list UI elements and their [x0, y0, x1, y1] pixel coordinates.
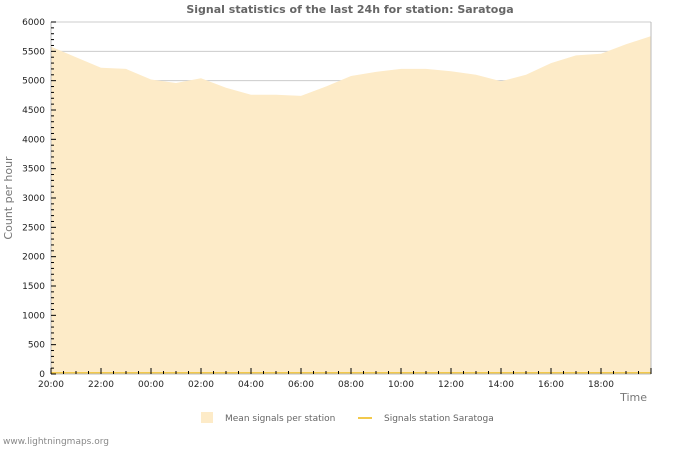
legend-label-mean: Mean signals per station: [225, 414, 335, 424]
svg-text:500: 500: [28, 341, 45, 351]
svg-text:22:00: 22:00: [88, 380, 114, 390]
svg-text:18:00: 18:00: [588, 380, 614, 390]
mean-signals-area: [51, 36, 651, 374]
chart-title: Signal statistics of the last 24h for st…: [186, 3, 514, 16]
svg-text:4000: 4000: [22, 135, 45, 145]
svg-text:2500: 2500: [22, 223, 45, 233]
svg-text:3500: 3500: [22, 165, 45, 175]
svg-text:1500: 1500: [22, 282, 45, 292]
footer-site-link[interactable]: www.lightningmaps.org: [3, 437, 109, 447]
x-axis-ticks: 20:00 22:00 00:00 02:00 04:00 06:00 08:00 10:00…: [38, 368, 652, 390]
legend-swatch-station: [358, 417, 372, 419]
svg-text:06:00: 06:00: [288, 380, 314, 390]
svg-text:00:00: 00:00: [138, 380, 164, 390]
svg-text:5500: 5500: [22, 47, 45, 57]
legend: Mean signals per station Signals station…: [201, 412, 494, 424]
svg-text:5000: 5000: [22, 77, 45, 87]
svg-text:2000: 2000: [22, 253, 45, 263]
y-axis-ticks: 0 500 1000 1500 2000 2500 3000 3500 4000 4500 5000…: [22, 18, 56, 380]
svg-text:10:00: 10:00: [388, 380, 414, 390]
svg-text:4500: 4500: [22, 106, 45, 116]
svg-text:04:00: 04:00: [238, 380, 264, 390]
svg-text:12:00: 12:00: [438, 380, 464, 390]
legend-label-station: Signals station Saratoga: [384, 414, 494, 424]
legend-swatch-mean: [201, 412, 213, 423]
x-axis-label: Time: [619, 391, 647, 404]
svg-text:16:00: 16:00: [538, 380, 564, 390]
svg-text:14:00: 14:00: [488, 380, 514, 390]
svg-text:20:00: 20:00: [38, 380, 64, 390]
y-axis-label: Count per hour: [2, 156, 15, 240]
svg-text:3000: 3000: [22, 194, 45, 204]
svg-text:0: 0: [39, 370, 45, 380]
svg-text:08:00: 08:00: [338, 380, 364, 390]
svg-text:1000: 1000: [22, 311, 45, 321]
svg-text:02:00: 02:00: [188, 380, 214, 390]
svg-text:6000: 6000: [22, 18, 45, 28]
